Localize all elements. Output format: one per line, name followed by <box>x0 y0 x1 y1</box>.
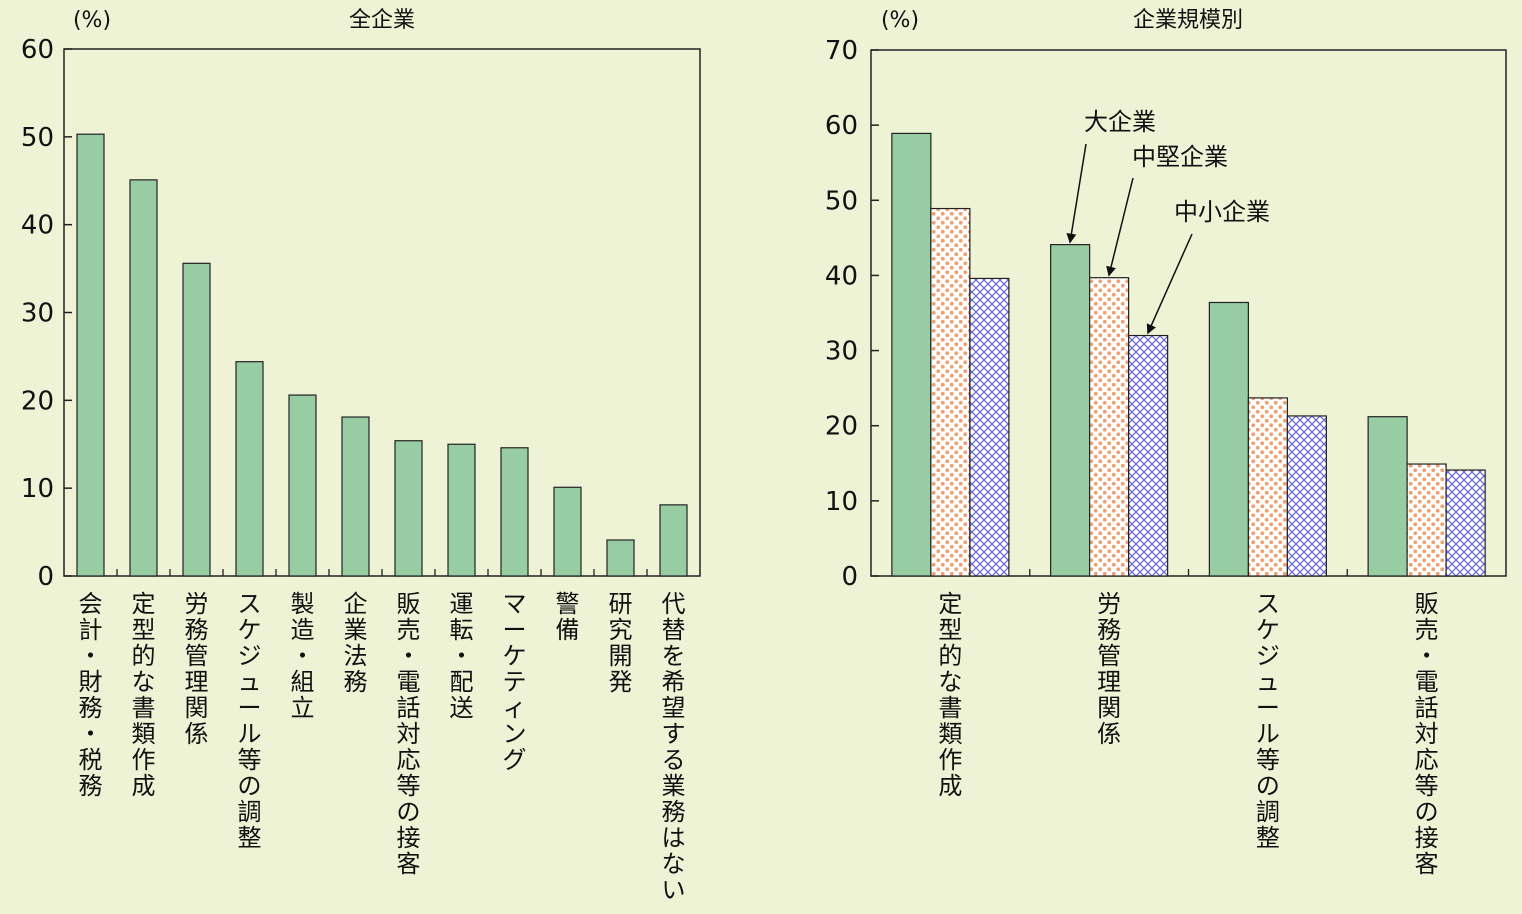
right-bar-dots-0 <box>930 207 971 577</box>
left-bar-1 <box>129 179 158 577</box>
right-bar-solid-3 <box>1367 416 1408 577</box>
left-chart-layer: 0 10 20 30 40 50 60 会計・財務・税務 定型的な書類作成 労務管理関係 スケジュー… <box>21 35 688 904</box>
right-unit-label: (%) <box>881 8 919 33</box>
right-bar-dots-1 <box>1089 277 1130 577</box>
left-category-label-10: 研究開発 <box>609 590 633 696</box>
right-bar-crosshatch-1 <box>1128 334 1169 577</box>
left-bar-10 <box>606 539 635 577</box>
left-category-label-9: 警備 <box>556 590 580 644</box>
left-category-label-0: 会計・財務・税務 <box>79 590 103 800</box>
right-category-label-2: スケジュール等の調整 <box>1256 590 1280 852</box>
right-bar-crosshatch-2 <box>1286 415 1327 577</box>
left-category-label-1: 定型的な書類作成 <box>132 590 156 800</box>
left-bar-11 <box>659 504 688 577</box>
left-bar-4 <box>288 394 317 577</box>
legend-arrow-dots <box>1106 177 1134 277</box>
right-bar-solid-1 <box>1050 244 1091 577</box>
left-category-label-11: 代替を希望する業務はない <box>662 590 686 904</box>
right-y-tick-label: 0 <box>841 562 858 592</box>
legend-arrow-solid <box>1066 143 1087 244</box>
left-bar-8 <box>500 447 529 577</box>
left-y-tick-label: 20 <box>21 386 54 416</box>
right-bar-crosshatch-0 <box>969 277 1010 577</box>
left-y-tick-label: 50 <box>21 123 54 153</box>
right-category-label-0: 定型的な書類作成 <box>938 590 962 800</box>
right-y-tick-label: 30 <box>825 337 858 367</box>
left-bar-7 <box>447 443 476 577</box>
legend-label-crosshatch: 中小企業 <box>1174 198 1270 226</box>
right-chart-layer: 0 10 20 30 40 50 60 70 定型的な書類作成 労務管理関係 スケジュール等の調整 販… <box>825 36 1486 878</box>
left-bar-0 <box>76 133 105 577</box>
left-category-label-8: マーケティング <box>503 590 527 774</box>
legend-label-dots: 中堅企業 <box>1132 143 1228 171</box>
right-category-label-1: 労務管理関係 <box>1097 590 1121 748</box>
legend-arrow-crosshatch <box>1146 233 1193 335</box>
left-y-tick-label: 40 <box>21 211 54 241</box>
right-bar-crosshatch-3 <box>1445 469 1486 577</box>
right-y-tick-label: 50 <box>825 186 858 216</box>
right-bar-dots-2 <box>1247 397 1288 577</box>
left-unit-label: (%) <box>73 8 111 33</box>
left-plot-frame <box>63 48 701 577</box>
left-y-tick-label: 30 <box>21 299 54 329</box>
right-bar-solid-0 <box>891 132 932 577</box>
left-category-label-3: スケジュール等の調整 <box>238 590 262 852</box>
left-bar-3 <box>235 361 264 577</box>
left-y-tick-label: 10 <box>21 474 54 504</box>
left-y-tick-label: 60 <box>21 35 54 65</box>
left-category-label-2: 労務管理関係 <box>185 590 209 748</box>
legend-label-solid: 大企業 <box>1084 108 1156 136</box>
right-y-tick-label: 20 <box>825 412 858 442</box>
right-bar-dots-3 <box>1406 463 1447 577</box>
left-category-label-4: 製造・組立 <box>291 590 315 722</box>
left-bar-5 <box>341 416 370 577</box>
left-category-label-5: 企業法務 <box>344 590 368 696</box>
left-category-label-6: 販売・電話対応等の接客 <box>397 590 421 878</box>
right-y-tick-label: 40 <box>825 261 858 291</box>
right-y-tick-label: 10 <box>825 487 858 517</box>
left-bar-2 <box>182 262 211 577</box>
left-chart-title: 全企業 <box>349 8 415 33</box>
left-bar-9 <box>553 486 582 577</box>
right-chart-title: 企業規模別 <box>1133 8 1243 33</box>
left-y-tick-label: 0 <box>37 562 54 592</box>
right-y-tick-label: 60 <box>825 111 858 141</box>
left-bar-6 <box>394 440 423 577</box>
left-category-label-7: 運転・配送 <box>450 590 474 722</box>
right-y-tick-label: 70 <box>825 36 858 66</box>
right-bar-solid-2 <box>1208 301 1249 577</box>
right-category-label-3: 販売・電話対応等の接客 <box>1415 590 1439 878</box>
